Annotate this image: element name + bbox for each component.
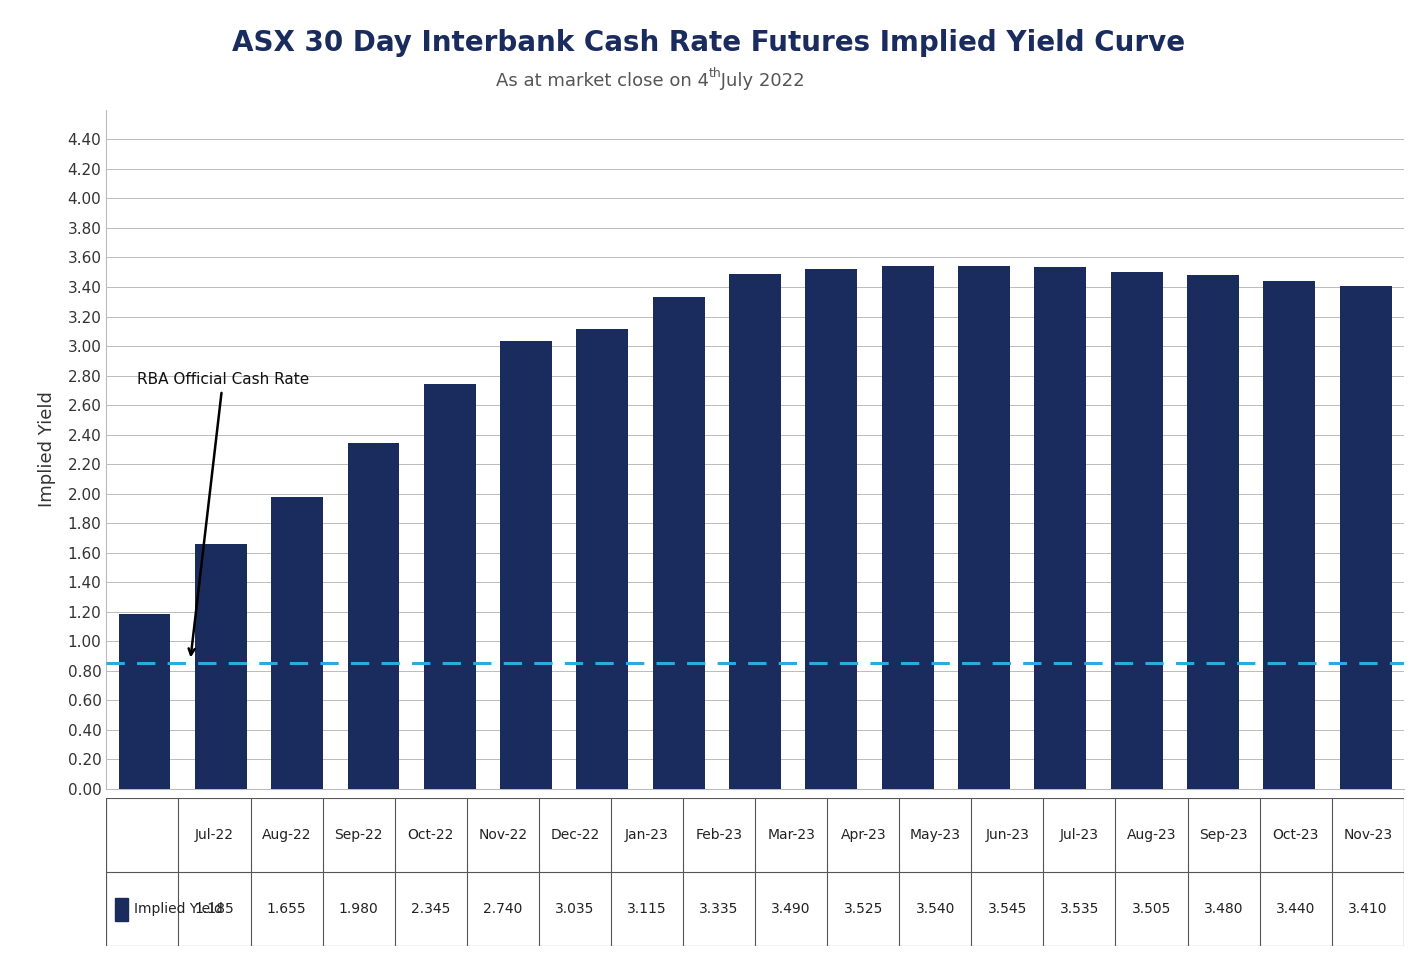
Text: Sep-23: Sep-23 bbox=[1200, 828, 1248, 842]
Text: May-23: May-23 bbox=[910, 828, 961, 842]
Text: 3.440: 3.440 bbox=[1276, 902, 1316, 917]
Text: 3.480: 3.480 bbox=[1204, 902, 1244, 917]
Text: 3.035: 3.035 bbox=[556, 902, 594, 917]
Text: 3.535: 3.535 bbox=[1059, 902, 1099, 917]
Text: Apr-23: Apr-23 bbox=[841, 828, 886, 842]
Text: ASX 30 Day Interbank Cash Rate Futures Implied Yield Curve: ASX 30 Day Interbank Cash Rate Futures I… bbox=[233, 29, 1185, 57]
Text: 1.980: 1.980 bbox=[339, 902, 379, 917]
Text: 2.345: 2.345 bbox=[411, 902, 451, 917]
Text: Mar-23: Mar-23 bbox=[767, 828, 815, 842]
Text: 3.490: 3.490 bbox=[771, 902, 811, 917]
Text: Sep-22: Sep-22 bbox=[335, 828, 383, 842]
Text: Oct-23: Oct-23 bbox=[1272, 828, 1319, 842]
Bar bbox=[115, 899, 128, 921]
Bar bbox=[1263, 281, 1316, 789]
Bar bbox=[347, 443, 400, 789]
Bar bbox=[729, 273, 781, 789]
Text: 3.545: 3.545 bbox=[988, 902, 1027, 917]
Text: As at market close on 4: As at market close on 4 bbox=[496, 73, 709, 90]
Bar bbox=[1034, 267, 1086, 789]
Text: Dec-22: Dec-22 bbox=[550, 828, 600, 842]
Text: Oct-22: Oct-22 bbox=[407, 828, 454, 842]
Bar bbox=[1187, 275, 1239, 789]
Text: 3.410: 3.410 bbox=[1349, 902, 1388, 917]
Text: Jun-23: Jun-23 bbox=[986, 828, 1029, 842]
Text: Nov-23: Nov-23 bbox=[1343, 828, 1392, 842]
Text: Aug-22: Aug-22 bbox=[262, 828, 312, 842]
Text: 3.525: 3.525 bbox=[844, 902, 883, 917]
Bar bbox=[501, 341, 552, 789]
Text: 3.540: 3.540 bbox=[916, 902, 954, 917]
Bar bbox=[652, 296, 705, 789]
Text: 3.505: 3.505 bbox=[1132, 902, 1171, 917]
Text: Jan-23: Jan-23 bbox=[625, 828, 669, 842]
Text: 1.655: 1.655 bbox=[267, 902, 306, 917]
Text: July 2022: July 2022 bbox=[715, 73, 804, 90]
Text: Nov-22: Nov-22 bbox=[478, 828, 527, 842]
Bar bbox=[194, 545, 247, 789]
Bar bbox=[882, 267, 933, 789]
Y-axis label: Implied Yield: Implied Yield bbox=[38, 391, 57, 508]
Bar bbox=[1340, 286, 1391, 789]
Text: 3.335: 3.335 bbox=[699, 902, 739, 917]
Text: 1.185: 1.185 bbox=[194, 902, 234, 917]
Bar bbox=[424, 384, 476, 789]
Text: 2.740: 2.740 bbox=[484, 902, 522, 917]
Bar bbox=[805, 269, 858, 789]
Bar bbox=[959, 266, 1010, 789]
Text: Jul-23: Jul-23 bbox=[1059, 828, 1099, 842]
Bar bbox=[1110, 272, 1163, 789]
Bar bbox=[119, 614, 170, 789]
Text: 3.115: 3.115 bbox=[627, 902, 666, 917]
Text: Jul-22: Jul-22 bbox=[194, 828, 234, 842]
Bar bbox=[577, 329, 628, 789]
Text: Aug-23: Aug-23 bbox=[1127, 828, 1177, 842]
Text: Implied Yield: Implied Yield bbox=[133, 902, 223, 917]
Text: Feb-23: Feb-23 bbox=[696, 828, 743, 842]
Bar bbox=[271, 496, 323, 789]
Text: th: th bbox=[709, 67, 722, 80]
Text: RBA Official Cash Rate: RBA Official Cash Rate bbox=[138, 372, 309, 655]
